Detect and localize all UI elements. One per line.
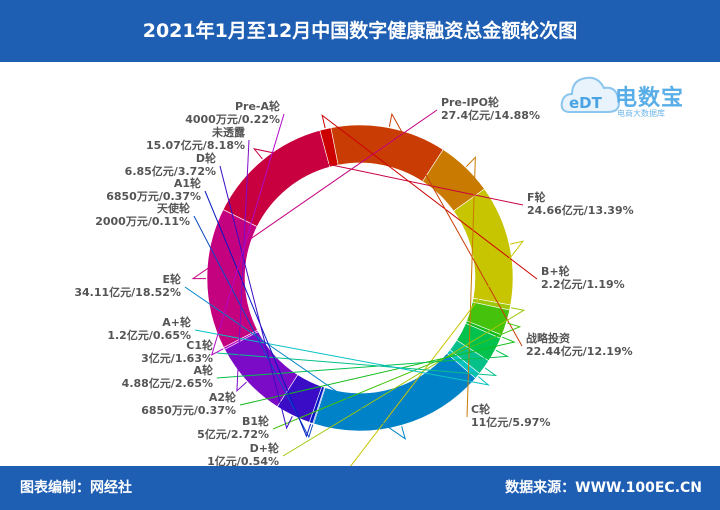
- slice-label-value: 24.66亿元/13.39%: [527, 203, 634, 217]
- leader-line-4: [388, 112, 523, 347]
- slice-label-value: 6.85亿元/3.72%: [125, 164, 216, 178]
- leader-line-17: [236, 139, 250, 393]
- slice-label-name: 未透露: [211, 125, 246, 139]
- slice-label-name: A1轮: [174, 176, 201, 190]
- leader-line-9: [239, 336, 516, 406]
- slice-label-name: 战略投资: [526, 331, 570, 345]
- header-bar: 2021年1月至12月中国数字健康融资总金额轮次图: [0, 0, 720, 62]
- leader-lines: [184, 109, 538, 466]
- slice-label-name: D+轮: [250, 441, 279, 455]
- slice-label-value: 34.11亿元/18.52%: [74, 285, 181, 299]
- slice-label-value: 4.88亿元/2.65%: [122, 376, 213, 390]
- slice-6: [453, 188, 514, 306]
- chart-title: 2021年1月至12月中国数字健康融资总金额轮次图: [142, 20, 578, 42]
- slice-label-name: A+轮: [162, 315, 191, 329]
- slice-label-18: Pre-A轮 4000万元/0.22%: [185, 99, 280, 126]
- logo: eDT 电数宝 电商大数据库: [560, 68, 710, 128]
- leader-line-3: [321, 114, 538, 280]
- slice-label-value: 6850万元/0.37%: [106, 190, 201, 203]
- leader-line-15: [204, 190, 312, 438]
- slice-label-value: 5亿元/2.72%: [197, 427, 269, 441]
- logo-badge: eDT: [569, 94, 603, 112]
- slice-1: [206, 209, 258, 348]
- slice-label-17: 未透露 15.07亿元/8.18%: [146, 125, 246, 152]
- cloud-logo-icon: eDT: [560, 76, 620, 113]
- slice-label-name: E轮: [162, 272, 181, 286]
- leader-line-6: [350, 240, 525, 466]
- leader-line-13: [184, 286, 407, 440]
- slice-label-15: A1轮 6850万元/0.37%: [106, 176, 201, 203]
- slice-label-14: 天使轮 2000万元/0.11%: [95, 201, 190, 228]
- logo-subtitle: 电商大数据库: [617, 109, 665, 118]
- leader-line-14: [193, 215, 314, 439]
- leader-line-12: [194, 329, 491, 386]
- slice-18: [223, 329, 259, 350]
- donut-slices: [206, 124, 514, 432]
- slice-label-value: 22.44亿元/12.19%: [526, 344, 633, 358]
- donut-chart: Pre-IPO轮 27.4亿元/14.88% F轮 24.66亿元/13.39% B+轮…: [74, 95, 634, 466]
- slice-label-value: 4000万元/0.22%: [185, 113, 280, 126]
- slice-label-value: 2000万元/0.11%: [95, 215, 190, 228]
- footer-source: 数据来源：WWW.100EC.CN: [505, 480, 702, 496]
- slice-label-6: B轮23.4亿元/12.7%: [245, 465, 336, 466]
- slice-label-2: F轮 24.66亿元/13.39%: [527, 190, 634, 217]
- slice-label-16: D轮 6.85亿元/3.72%: [125, 151, 216, 178]
- slice-label-3: B+轮 2.2亿元/1.19%: [541, 264, 625, 291]
- slice-label-5: C轮 11亿元/5.97%: [471, 402, 551, 429]
- slice-label-value: 2.2亿元/1.19%: [541, 277, 625, 291]
- slice-label-13: E轮 34.11亿元/18.52%: [74, 272, 181, 299]
- slice-label-name: C轮: [471, 402, 490, 416]
- slice-label-name: A轮: [193, 363, 213, 377]
- slice-label-name: B轮: [317, 465, 336, 466]
- leader-line-10: [216, 349, 510, 379]
- slice-labels: Pre-IPO轮 27.4亿元/14.88% F轮 24.66亿元/13.39% B+轮…: [74, 95, 633, 466]
- slice-label-value: 27.4亿元/14.88%: [441, 108, 540, 122]
- slice-label-1: Pre-IPO轮 27.4亿元/14.88%: [441, 95, 540, 122]
- slice-label-name: A2轮: [209, 390, 236, 404]
- slice-label-name: B1轮: [242, 414, 269, 428]
- slice-label-11: C1轮 3亿元/1.63%: [141, 338, 213, 365]
- slice-label-value: 3亿元/1.63%: [141, 351, 213, 365]
- slice-label-name: 天使轮: [157, 201, 190, 215]
- slice-label-value: 15.07亿元/8.18%: [146, 138, 245, 152]
- slice-label-value: 1亿元/0.54%: [207, 454, 279, 466]
- logo-brand: 电数宝: [615, 86, 685, 111]
- slice-label-10: A轮 4.88亿元/2.65%: [122, 363, 213, 390]
- leader-line-7: [282, 307, 526, 457]
- leader-line-5: [466, 155, 476, 418]
- slice-4: [330, 124, 444, 182]
- slice-label-9: A2轮 6850万元/0.37%: [141, 390, 236, 417]
- slice-label-value: 11亿元/5.97%: [471, 415, 551, 429]
- slice-label-name: B+轮: [541, 264, 570, 278]
- slice-label-name: Pre-IPO轮: [441, 95, 499, 109]
- leader-line-11: [216, 352, 498, 377]
- slice-label-12: A+轮 1.2亿元/0.65%: [107, 315, 191, 342]
- slice-label-name: C1轮: [186, 338, 213, 352]
- leader-line-18: [210, 113, 285, 356]
- footer-bar: 图表编制：网经社 数据来源：WWW.100EC.CN: [0, 466, 720, 510]
- slice-label-value: 6850万元/0.37%: [141, 404, 236, 417]
- slice-label-7: D+轮 1亿元/0.54%: [207, 441, 279, 466]
- slice-label-value: 1.2亿元/0.65%: [107, 328, 191, 342]
- slice-label-8: B1轮 5亿元/2.72%: [197, 414, 269, 441]
- slice-label-4: 战略投资 22.44亿元/12.19%: [526, 331, 633, 358]
- slice-label-name: Pre-A轮: [235, 99, 280, 113]
- leader-line-8: [272, 322, 522, 430]
- leader-line-2: [252, 148, 524, 206]
- slice-label-name: D轮: [196, 151, 216, 165]
- footer-compiler: 图表编制：网经社: [20, 480, 132, 496]
- slice-label-name: F轮: [527, 190, 546, 204]
- leader-line-1: [191, 109, 438, 280]
